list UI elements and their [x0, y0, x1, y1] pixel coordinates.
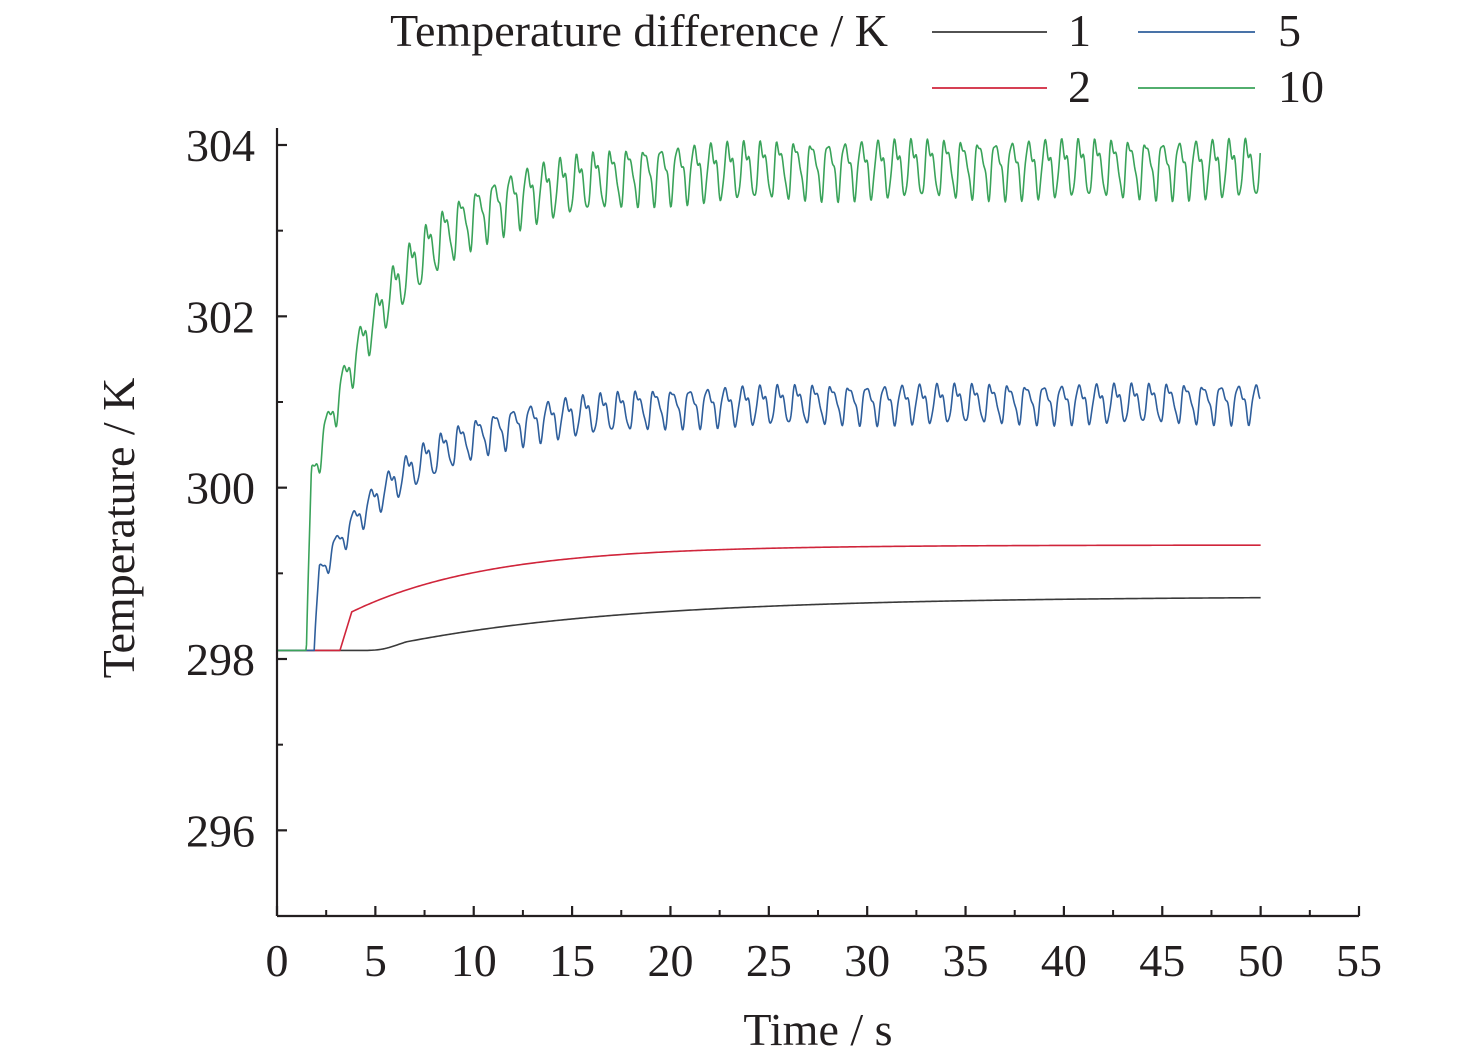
legend: Temperature difference / K 12 510: [390, 5, 1324, 112]
series-line-10: [276, 137, 1262, 652]
x-tick-label: 20: [647, 935, 693, 986]
series-line-1: [277, 596, 1261, 652]
legend-title: Temperature difference / K: [390, 5, 888, 56]
y-axis-label: Temperature / K: [93, 378, 144, 679]
x-tick-label: 5: [364, 935, 387, 986]
y-tick-label: 298: [186, 634, 255, 685]
x-tick-label: 45: [1139, 935, 1185, 986]
x-tick-label: 40: [1041, 935, 1087, 986]
x-axis-label: Time / s: [743, 1004, 892, 1055]
x-tick-label: 0: [266, 935, 289, 986]
x-tick-label: 25: [746, 935, 792, 986]
y-tick-label: 302: [186, 291, 255, 342]
plot-lines: [276, 137, 1262, 652]
legend-label-1: 1: [1068, 5, 1091, 56]
y-tick-label: 304: [186, 120, 255, 171]
x-tick-label: 50: [1238, 935, 1284, 986]
legend-label-5: 5: [1278, 5, 1301, 56]
legend-label-10: 10: [1278, 61, 1324, 112]
x-tick-label: 10: [451, 935, 497, 986]
legend-label-2: 2: [1068, 61, 1091, 112]
axes: 0 5 10 15 20 25 30 35 40 45 50 55 296 298 300 302 304: [186, 120, 1382, 986]
y-tick-label: 300: [186, 463, 255, 514]
x-tick-label: 15: [549, 935, 595, 986]
x-tick-label: 35: [943, 935, 989, 986]
series-line-5: [276, 382, 1261, 652]
x-tick-label: 55: [1336, 935, 1382, 986]
x-tick-label: 30: [844, 935, 890, 986]
series-line-2: [277, 544, 1261, 652]
y-tick-label: 296: [186, 805, 255, 856]
